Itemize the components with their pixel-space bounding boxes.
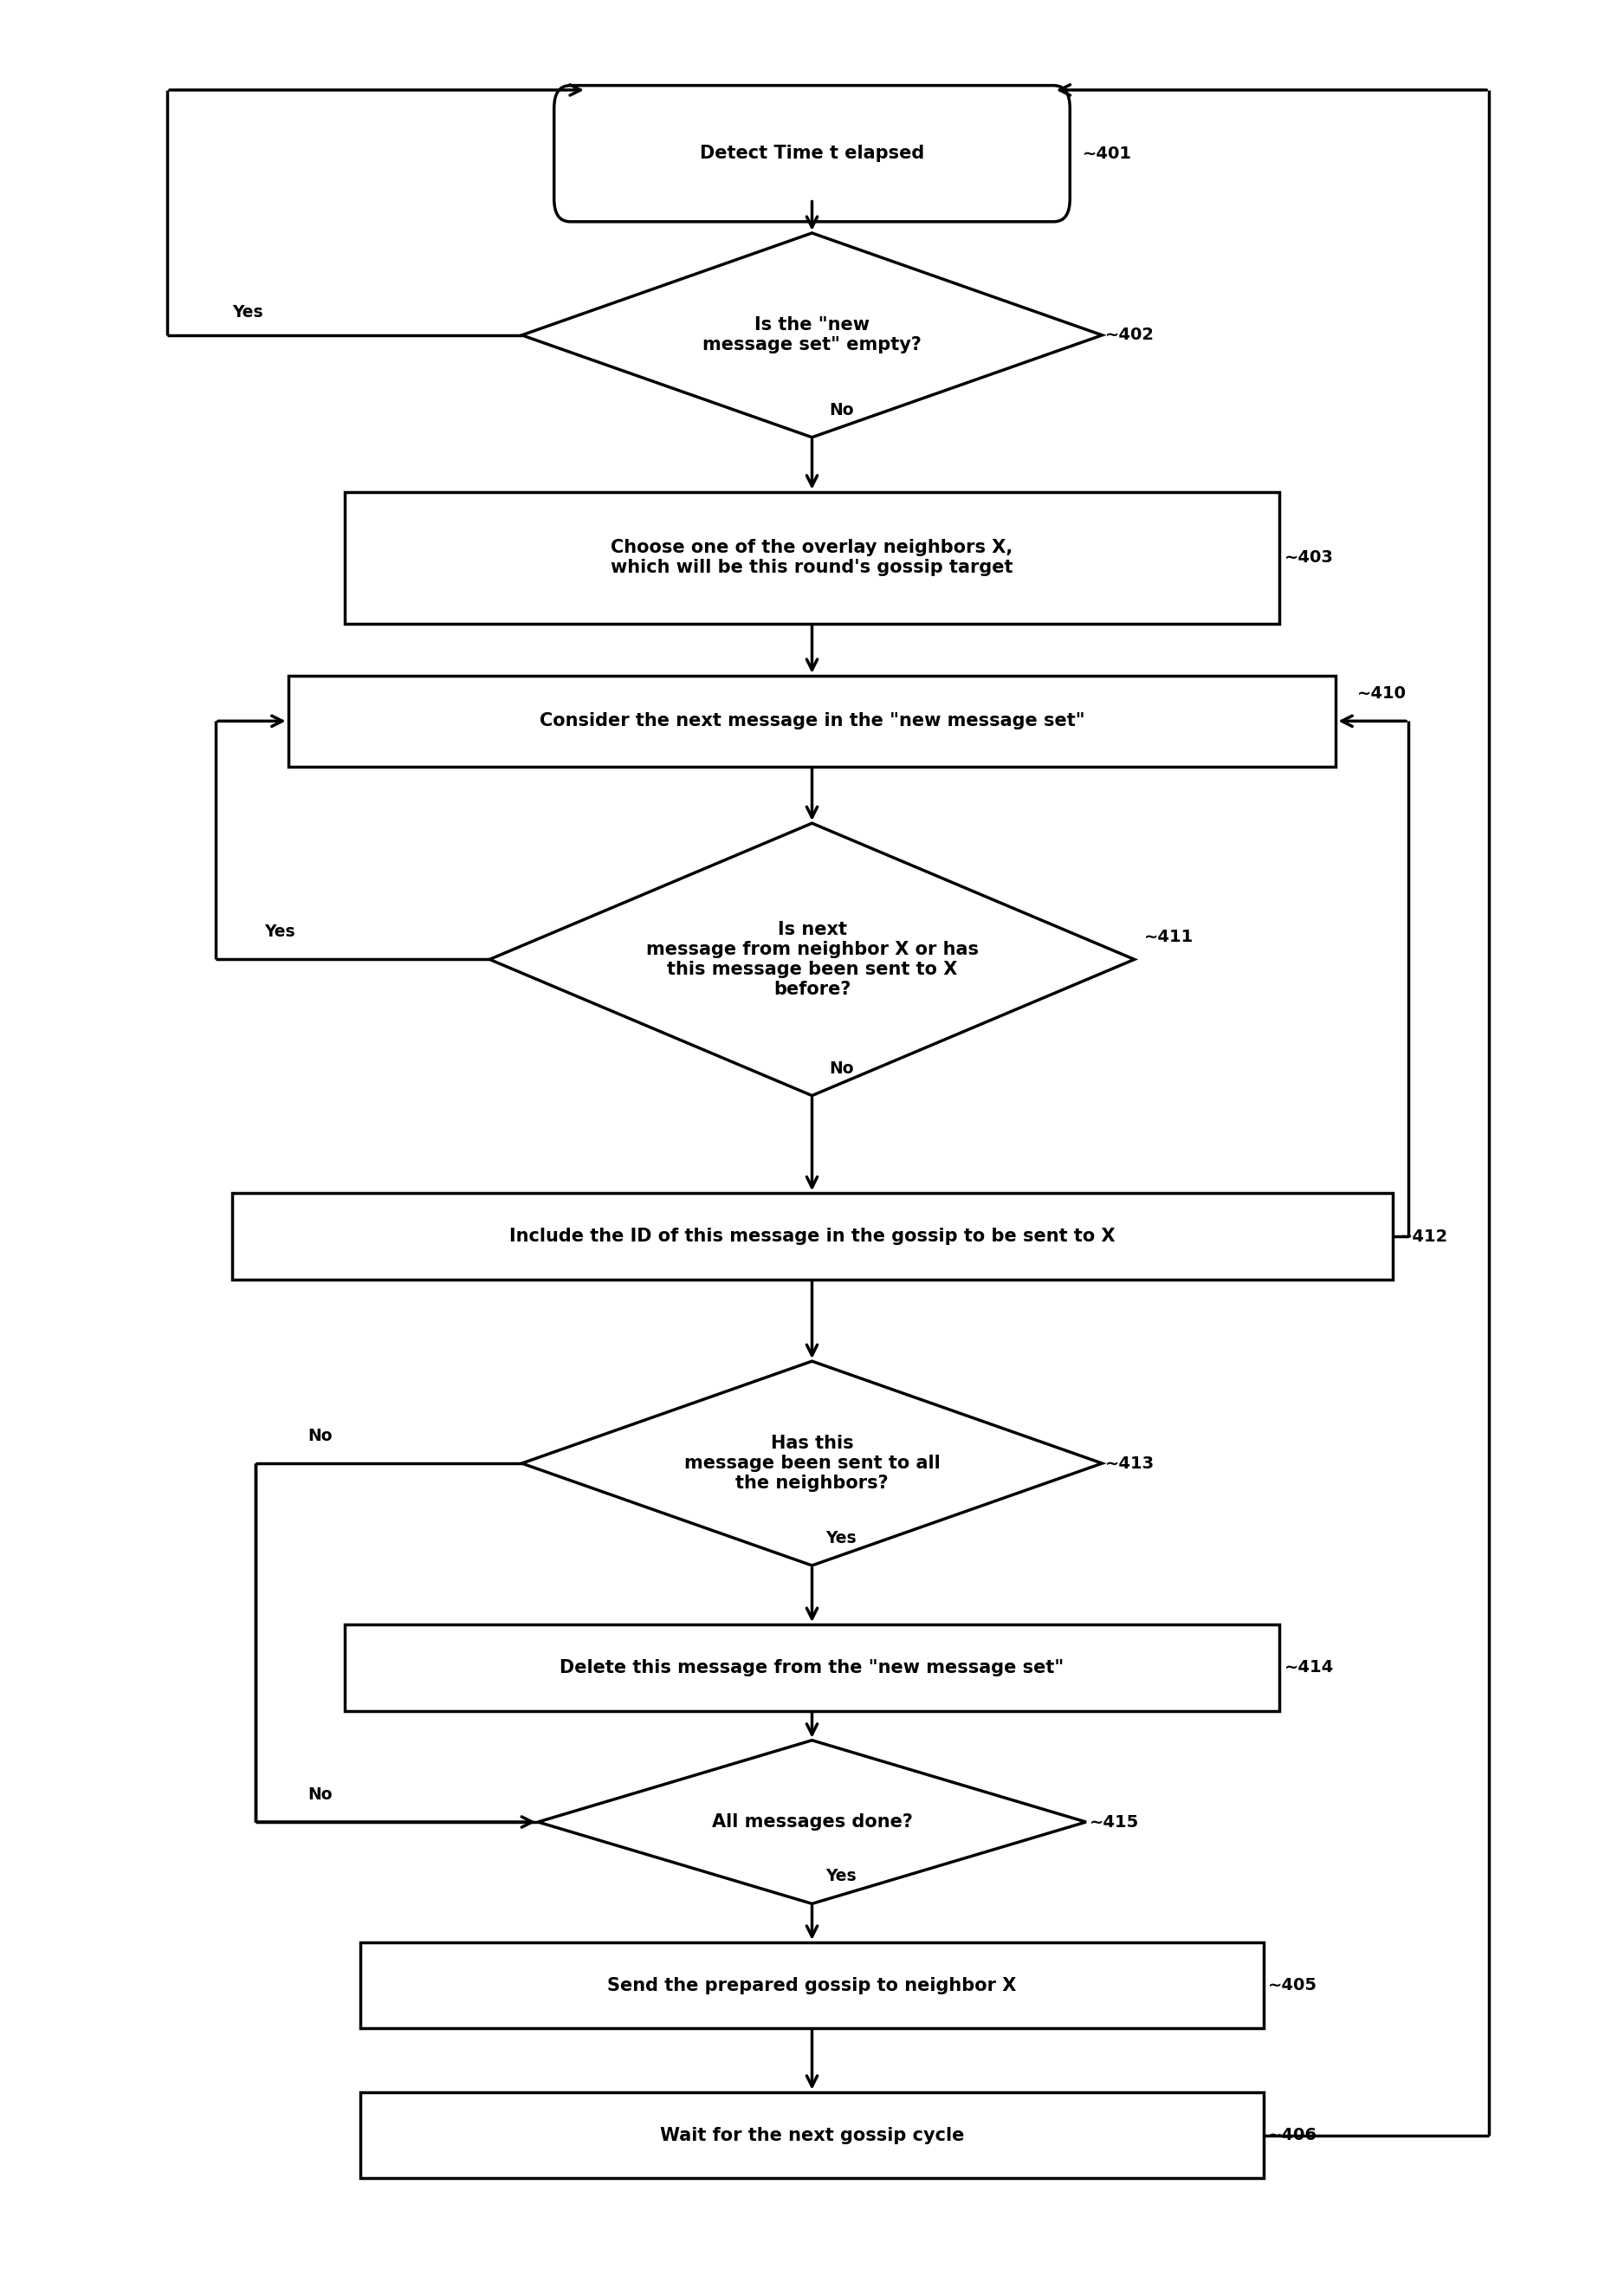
Text: No: No [828,402,853,418]
Text: Yes: Yes [825,1529,856,1547]
Polygon shape [489,824,1135,1095]
Polygon shape [521,1360,1103,1565]
Text: ∼403: ∼403 [1285,550,1333,566]
FancyBboxPatch shape [554,84,1070,221]
Bar [361,1942,1263,2029]
Text: ∼401: ∼401 [1083,146,1132,162]
Text: Is the "new
message set" empty?: Is the "new message set" empty? [703,317,921,354]
Text: Send the prepared gossip to neighbor X: Send the prepared gossip to neighbor X [607,1976,1017,1994]
Text: ∼415: ∼415 [1090,1814,1138,1830]
Text: Include the ID of this message in the gossip to be sent to X: Include the ID of this message in the go… [508,1228,1116,1246]
Text: Choose one of the overlay neighbors X,
which will be this round's gossip target: Choose one of the overlay neighbors X, w… [611,539,1013,577]
Text: ∼402: ∼402 [1106,326,1155,342]
Bar [344,493,1280,623]
Text: Is next
message from neighbor X or has
this message been sent to X
before?: Is next message from neighbor X or has t… [646,920,978,997]
Bar [361,2093,1263,2179]
Text: ∼410: ∼410 [1356,685,1406,703]
Bar [232,1193,1392,1280]
Text: No: No [309,1429,333,1445]
Text: All messages done?: All messages done? [711,1814,913,1830]
Polygon shape [521,233,1103,438]
Text: No: No [828,1061,853,1077]
Text: No: No [309,1787,333,1803]
Text: ∼411: ∼411 [1143,929,1194,945]
Text: ∼405: ∼405 [1268,1976,1317,1994]
Bar [287,675,1337,767]
Text: Wait for the next gossip cycle: Wait for the next gossip cycle [659,2127,965,2143]
Text: Yes: Yes [265,924,296,940]
Text: ∼412: ∼412 [1398,1228,1449,1244]
Text: Yes: Yes [232,304,263,322]
Text: Yes: Yes [825,1869,856,1885]
Text: ∼406: ∼406 [1268,2127,1317,2143]
Polygon shape [538,1741,1086,1903]
Text: Detect Time t elapsed: Detect Time t elapsed [700,144,924,162]
Bar [344,1625,1280,1712]
Text: Has this
message been sent to all
the neighbors?: Has this message been sent to all the ne… [684,1435,940,1492]
Text: Consider the next message in the "new message set": Consider the next message in the "new me… [539,712,1085,730]
Text: ∼413: ∼413 [1106,1456,1155,1472]
Text: Delete this message from the "new message set": Delete this message from the "new messag… [560,1659,1064,1677]
Text: ∼414: ∼414 [1285,1659,1333,1675]
